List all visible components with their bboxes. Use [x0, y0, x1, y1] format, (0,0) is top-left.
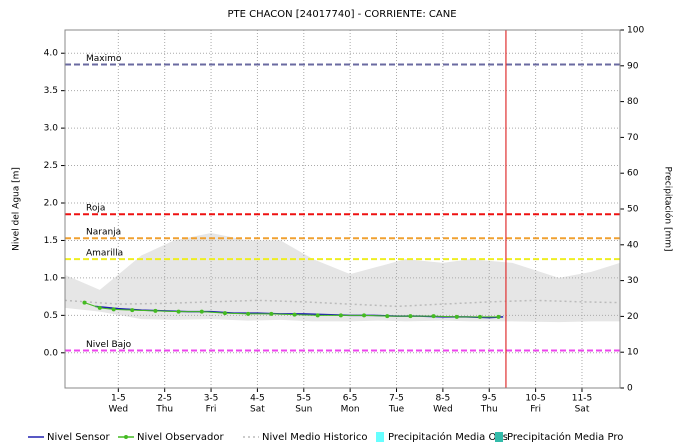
x-tick-label: 11-5 — [572, 394, 592, 404]
point — [454, 314, 459, 319]
x-tick-day: Fri — [530, 405, 541, 415]
legend-swatch — [124, 435, 128, 439]
x-tick-day: Thu — [480, 405, 498, 415]
threshold-label: Amarilla — [86, 249, 123, 259]
y2-tick-label: 80 — [627, 97, 639, 107]
legend-label: Nivel Medio Historico — [262, 432, 368, 443]
x-tick-label: 5-5 — [296, 394, 311, 404]
legend-label: Precipitación Media Obs — [388, 431, 508, 443]
x-tick-day: Sat — [250, 405, 265, 415]
threshold-label: Maximo — [86, 54, 122, 64]
point — [385, 314, 390, 319]
point — [269, 311, 274, 316]
legend-label: Nivel Sensor — [47, 432, 110, 443]
y-tick-label: 2.0 — [44, 199, 59, 209]
x-tick-label: 10-5 — [525, 394, 545, 404]
y-tick-label: 3.5 — [44, 86, 58, 96]
point — [292, 312, 297, 317]
point — [477, 314, 482, 319]
threshold-label: Naranja — [86, 228, 121, 238]
y-tick-label: 4.0 — [44, 49, 59, 59]
legend-swatch — [495, 432, 503, 442]
x-tick-day: Sun — [295, 405, 312, 415]
x-tick-label: 2-5 — [157, 394, 172, 404]
x-tick-label: 9-5 — [482, 394, 497, 404]
y2-tick-label: 0 — [627, 384, 633, 394]
x-tick-day: Fri — [206, 405, 217, 415]
y-tick-label: 1.0 — [44, 273, 59, 283]
x-tick-label: 1-5 — [111, 394, 126, 404]
y2-tick-label: 60 — [627, 169, 639, 179]
x-tick-day: Wed — [109, 405, 129, 415]
x-tick-label: 6-5 — [343, 394, 358, 404]
legend-swatch — [376, 432, 384, 442]
point — [153, 308, 158, 313]
y2-tick-label: 10 — [627, 348, 639, 358]
point — [176, 309, 181, 314]
line-series — [64, 299, 621, 308]
point — [496, 314, 501, 319]
y2-axis-label: Precipitación [mm] — [663, 166, 674, 251]
point — [111, 307, 116, 312]
plot-frame — [64, 29, 621, 389]
y-tick-label: 0.5 — [44, 311, 58, 321]
point — [431, 314, 436, 319]
threshold-label: Roja — [86, 204, 105, 214]
chart-title: PTE CHACON [24017740] - CORRIENTE: CANE — [227, 9, 456, 20]
point — [408, 314, 413, 319]
x-tick-label: 4-5 — [250, 394, 265, 404]
line-series — [84, 302, 499, 318]
y-tick-label: 1.5 — [44, 236, 58, 246]
point — [97, 305, 102, 310]
point — [130, 308, 135, 313]
x-tick-label: 7-5 — [389, 394, 404, 404]
y2-tick-label: 40 — [627, 240, 639, 250]
y2-tick-label: 30 — [627, 276, 639, 286]
point — [199, 309, 204, 314]
y-tick-label: 0.0 — [44, 348, 59, 358]
point — [338, 313, 343, 318]
x-tick-label: 3-5 — [204, 394, 219, 404]
legend-label: Nivel Observador — [137, 432, 224, 443]
y2-tick-label: 90 — [627, 61, 639, 71]
point — [82, 300, 87, 305]
point — [315, 313, 320, 318]
point — [222, 311, 227, 316]
y2-tick-label: 100 — [627, 26, 644, 36]
point — [362, 313, 367, 318]
legend-label: Precipitación Media Pro — [507, 431, 623, 443]
y-axis-label: Nivel del Agua [m] — [12, 167, 22, 251]
x-tick-label: 8-5 — [436, 394, 451, 404]
y2-tick-label: 20 — [627, 312, 639, 322]
y2-tick-label: 70 — [627, 133, 639, 143]
x-tick-day: Mon — [341, 405, 360, 415]
y-tick-label: 3.0 — [44, 124, 59, 134]
y-tick-label: 2.5 — [44, 161, 58, 171]
point — [246, 311, 251, 316]
range-band — [65, 232, 620, 323]
x-tick-day: Tue — [388, 405, 405, 415]
x-tick-day: Thu — [155, 405, 173, 415]
y2-tick-label: 50 — [627, 205, 639, 215]
x-tick-day: Wed — [433, 405, 453, 415]
threshold-label: Nivel Bajo — [86, 340, 132, 350]
x-tick-day: Sat — [575, 405, 590, 415]
